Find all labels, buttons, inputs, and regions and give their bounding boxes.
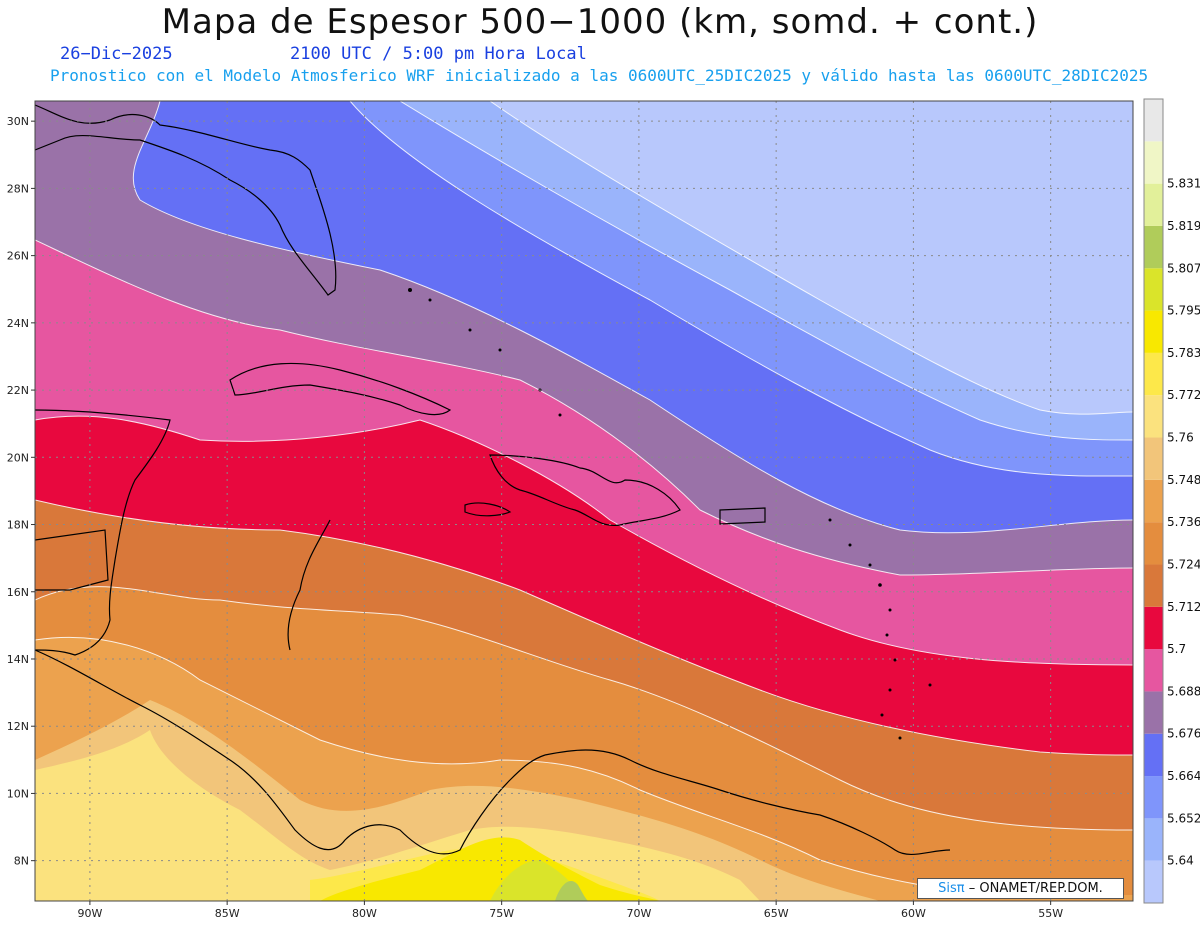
lon-tick-label: 75W — [489, 907, 514, 920]
colorbar-swatch — [1144, 352, 1163, 396]
colorbar-swatch — [1144, 522, 1163, 565]
colorbar-swatch — [1144, 225, 1163, 269]
colorbar-level-label: 5.736 — [1167, 515, 1200, 529]
colorbar-swatch — [1144, 860, 1163, 903]
colorbar-level-label: 5.664 — [1167, 769, 1200, 783]
islands — [408, 288, 932, 740]
colorbar-frame — [1143, 98, 1164, 904]
lon-tick-label: 90W — [77, 907, 102, 920]
contour-field — [35, 101, 1133, 901]
lat-tick-label: 28N — [7, 182, 29, 195]
colorbar-level-label: 5.772 — [1167, 388, 1200, 402]
colorbar-level-label: 5.724 — [1167, 557, 1200, 571]
coastlines — [35, 104, 951, 855]
forecast-time: 2100 UTC / 5:00 pm Hora Local — [290, 44, 587, 64]
band-5772 — [35, 730, 760, 901]
colorbar-swatch — [1144, 818, 1163, 861]
colorbar-level-label: 5.795 — [1167, 304, 1200, 318]
colorbar: 5.64 5.652 5.664 5.676 5.688 5.7 5.712 5.724 5.7… — [1143, 98, 1200, 904]
model-run-info: Pronostico con el Modelo Atmosferico WRF… — [50, 66, 1149, 85]
colorbar-level-label: 5.819 — [1167, 219, 1200, 233]
colorbar-swatch — [1144, 564, 1163, 607]
colorbar-level-label: 5.831 — [1167, 177, 1200, 191]
lon-tick-label: 60W — [901, 907, 926, 920]
lon-tick-label: 55W — [1038, 907, 1063, 920]
lat-tick-label: 20N — [7, 451, 29, 464]
lat-tick-label: 10N — [7, 787, 29, 800]
colorbar-swatch — [1144, 99, 1163, 142]
credit-text: – ONAMET/REP.DOM. — [968, 881, 1103, 896]
lat-tick-label: 16N — [7, 586, 29, 599]
colorbar-swatch — [1144, 649, 1163, 692]
lat-tick-label: 12N — [7, 720, 29, 733]
colorbar-swatch — [1144, 691, 1163, 734]
colorbar-swatch — [1144, 437, 1163, 480]
forecast-date: 26−Dic−2025 — [60, 44, 173, 64]
contour-lines — [35, 101, 1133, 896]
lat-tick-label: 30N — [7, 115, 29, 128]
credit-brand: Sisπ — [938, 881, 965, 896]
colorbar-level-label: 5.652 — [1167, 811, 1200, 825]
colorbar-swatch — [1144, 395, 1163, 438]
colorbar-level-label: 5.783 — [1167, 346, 1200, 360]
lat-lon-grid — [35, 101, 1133, 901]
map-title: Mapa de Espesor 500−1000 (km, somd. + co… — [161, 2, 1039, 42]
colorbar-level-label: 5.688 — [1167, 684, 1200, 698]
axis-ticks: 8N 10N 12N 14N 16N 18N 20N 22N 24N 26N 28N 30N 90W 85… — [7, 115, 1063, 920]
colorbar-swatch — [1144, 479, 1163, 523]
colorbar-level-label: 5.64 — [1167, 854, 1194, 868]
colorbar-level-label: 5.807 — [1167, 261, 1200, 275]
colorbar-level-label: 5.676 — [1167, 727, 1200, 741]
lat-tick-label: 8N — [14, 855, 29, 868]
lat-tick-label: 26N — [7, 250, 29, 263]
lat-tick-label: 24N — [7, 317, 29, 330]
colorbar-level-label: 5.712 — [1167, 600, 1200, 614]
lon-tick-label: 85W — [215, 907, 240, 920]
colorbar-swatch — [1144, 776, 1163, 819]
lat-tick-label: 22N — [7, 384, 29, 397]
colorbar-swatch — [1144, 183, 1163, 226]
colorbar-swatch — [1144, 606, 1163, 650]
colorbar-swatch — [1144, 141, 1163, 184]
lon-tick-label: 70W — [626, 907, 651, 920]
credit-label: Sisπ – ONAMET/REP.DOM. — [917, 878, 1124, 899]
colorbar-level-label: 5.748 — [1167, 473, 1200, 487]
lat-tick-label: 14N — [7, 653, 29, 666]
lon-tick-label: 80W — [352, 907, 377, 920]
map-frame — [34, 100, 1134, 902]
lon-tick-label: 65W — [764, 907, 789, 920]
colorbar-level-label: 5.76 — [1167, 431, 1194, 445]
colorbar-swatch — [1144, 310, 1163, 353]
band-5819 — [555, 880, 588, 901]
colorbar-swatch — [1144, 268, 1163, 311]
lat-tick-label: 18N — [7, 519, 29, 532]
colorbar-swatch — [1144, 733, 1163, 777]
colorbar-level-label: 5.7 — [1167, 642, 1186, 656]
